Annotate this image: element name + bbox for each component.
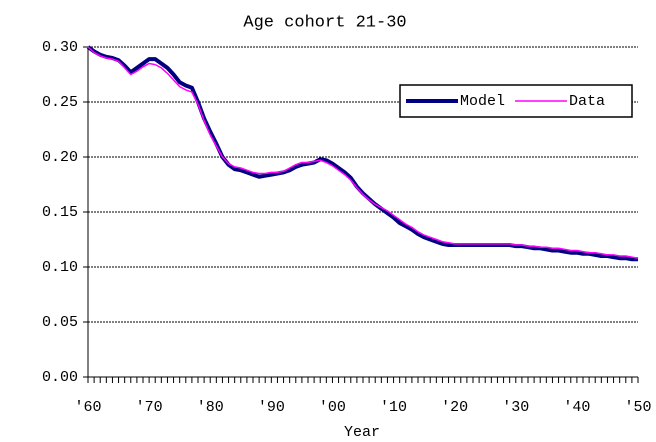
y-tick-label: 0.25	[42, 94, 78, 111]
x-tick-label: '20	[441, 399, 468, 416]
y-tick-label: 0.00	[42, 369, 78, 386]
x-axis-label: Year	[344, 424, 380, 441]
y-tick-label: 0.20	[42, 149, 78, 166]
x-tick-label: '40	[563, 399, 590, 416]
y-tick-label: 0.15	[42, 204, 78, 221]
x-tick-label: '80	[197, 399, 224, 416]
x-tick-label: '50	[624, 399, 651, 416]
x-tick-label: '90	[258, 399, 285, 416]
x-tick-label: '00	[319, 399, 346, 416]
y-tick-label: 0.05	[42, 314, 78, 331]
legend-label: Data	[569, 93, 605, 110]
x-tick-label: '10	[380, 399, 407, 416]
x-tick-label: '30	[502, 399, 529, 416]
chart-title: Age cohort 21-30	[243, 13, 406, 32]
series-line	[87, 46, 639, 259]
series-line	[86, 45, 638, 262]
y-tick-label: 0.30	[42, 39, 78, 56]
x-tick-label: '60	[74, 399, 101, 416]
y-tick-label: 0.10	[42, 259, 78, 276]
x-tick-label: '70	[136, 399, 163, 416]
legend-label: Model	[460, 93, 505, 110]
